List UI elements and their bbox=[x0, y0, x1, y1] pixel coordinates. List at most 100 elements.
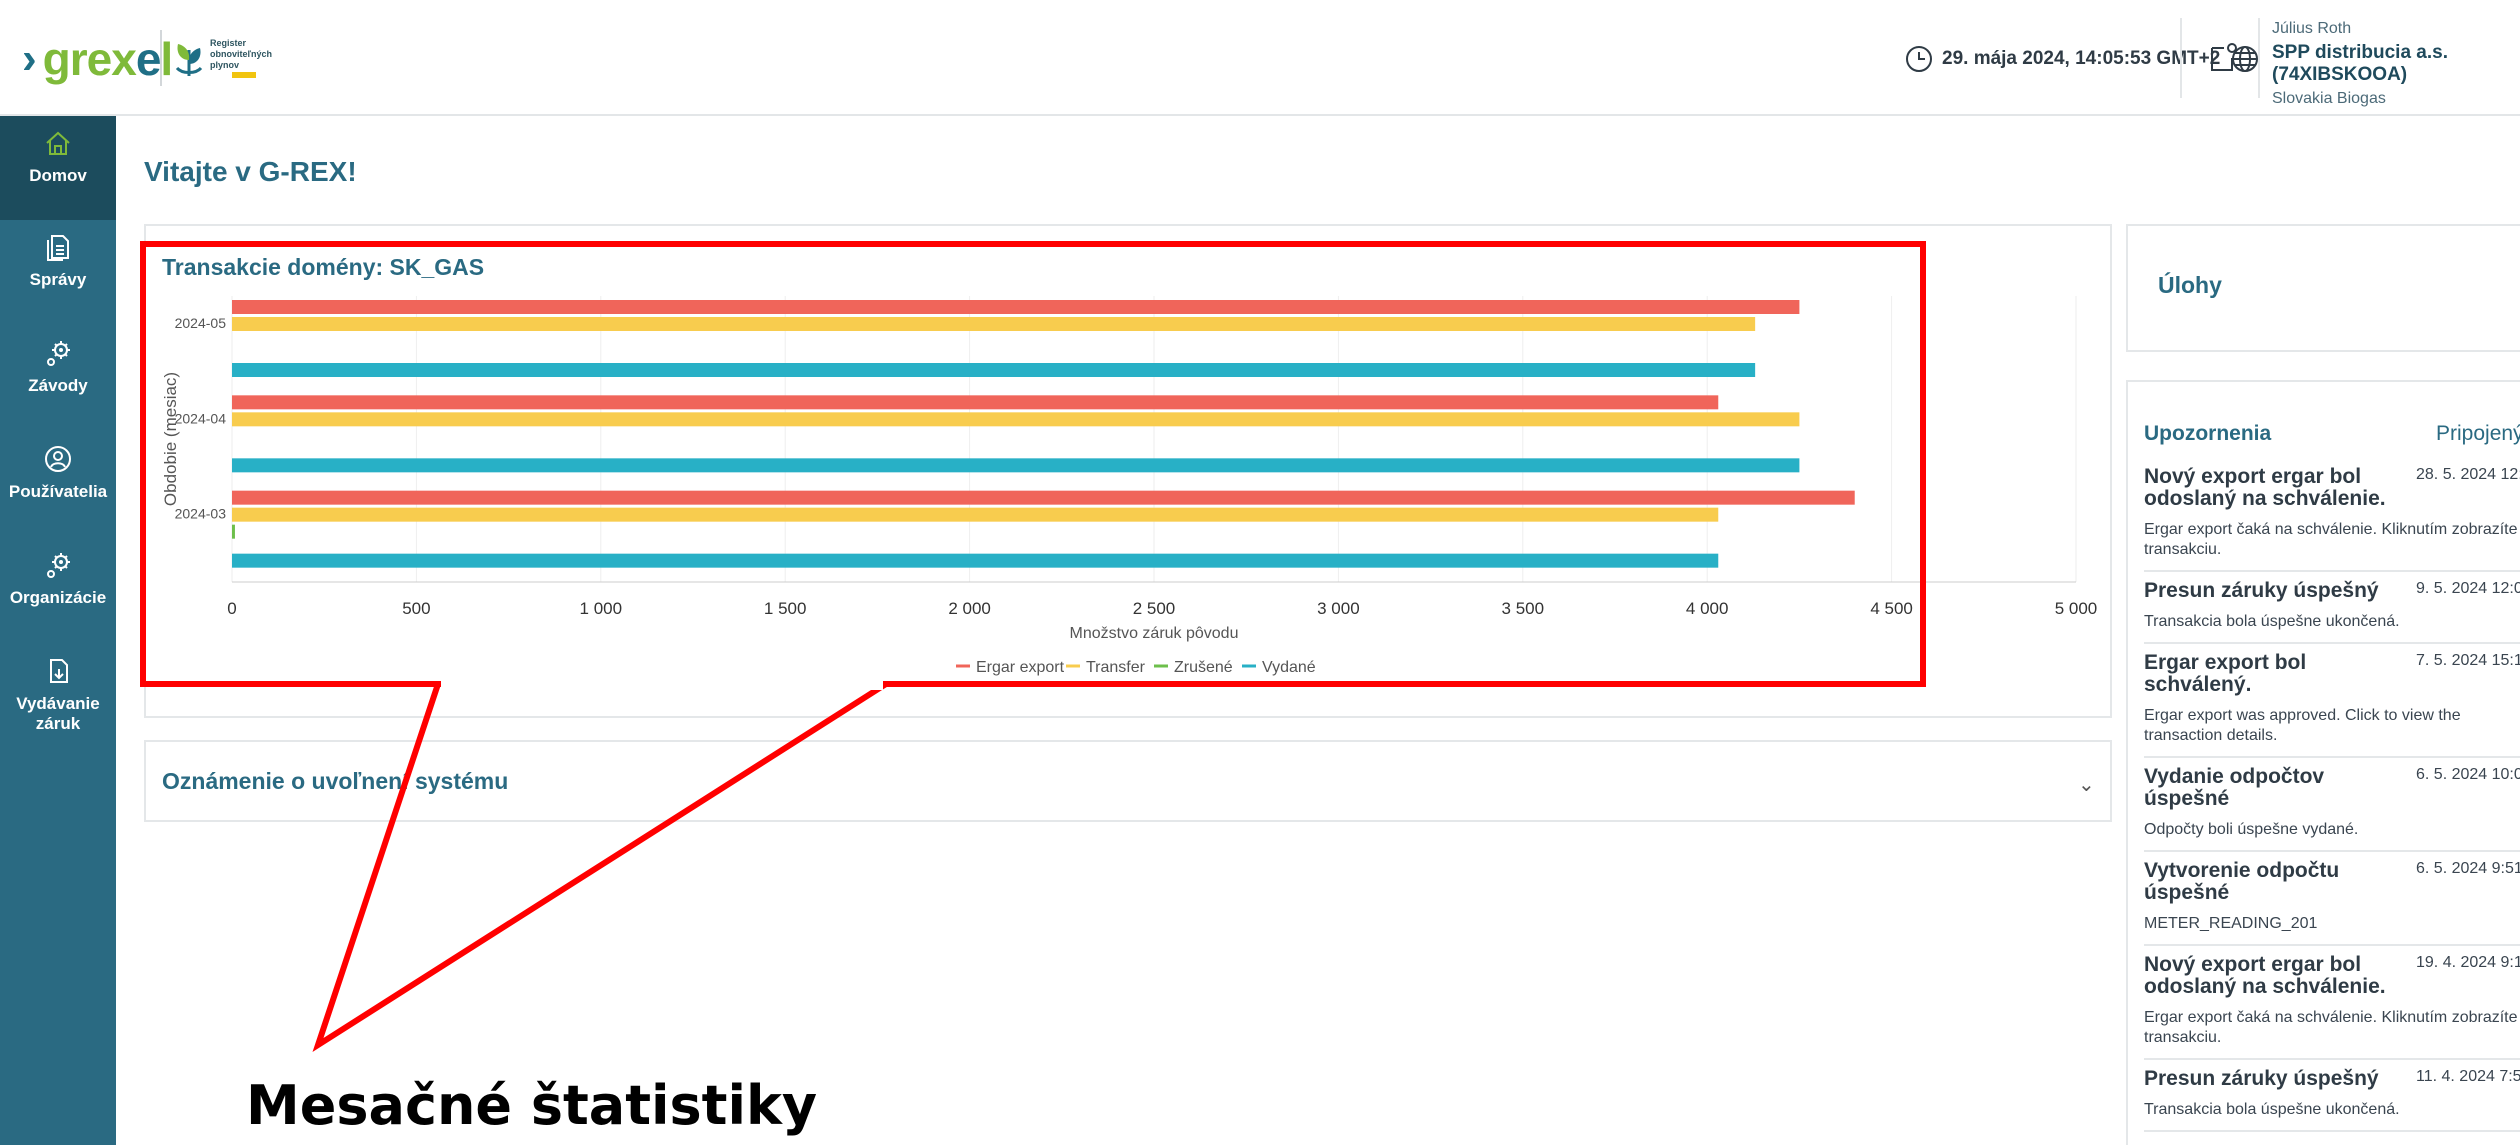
notifications-list: Nový export ergar bol odoslaný na schvál… bbox=[2144, 458, 2520, 1132]
sidebar-item-spravy[interactable]: Správy bbox=[0, 232, 116, 322]
notification-date: 6. 5. 2024 10:04 bbox=[2416, 766, 2520, 783]
gears-icon bbox=[47, 553, 70, 578]
notification-item[interactable]: Presun záruky úspešný 9. 5. 2024 12:03 T… bbox=[2144, 572, 2520, 644]
sidebar-item-organizacie[interactable]: Organizácie bbox=[0, 550, 116, 640]
sidebar-item-label: Správy bbox=[29, 270, 87, 289]
grexel-logo[interactable]: › grexel bbox=[22, 34, 173, 84]
chart-panel: Transakcie domény: SK_GAS 0 500 1 000 1 500… bbox=[144, 224, 2112, 718]
sidebar-item-domov[interactable]: Domov bbox=[0, 116, 116, 220]
header-divider bbox=[2258, 18, 2260, 98]
bar bbox=[232, 363, 1756, 377]
notifications-title: Upozornenia bbox=[2144, 422, 2272, 445]
datetime-area: 29. mája 2024, 14:05:53 GMT+2 bbox=[1904, 42, 2260, 76]
sidebar-item-label: Závody bbox=[28, 376, 88, 395]
register-text: Register obnoviteľných plynov bbox=[210, 38, 272, 70]
notification-body: Odpočty boli úspešne vydané. bbox=[2144, 821, 2359, 838]
notification-item[interactable]: Presun záruky úspešný 11. 4. 2024 7:55 T… bbox=[2144, 1060, 2520, 1132]
notification-body: Ergar export čaká na schválenie. Kliknut… bbox=[2144, 521, 2518, 558]
sidebar-item-vydavanie-zaruk[interactable]: Vydávanie záruk bbox=[0, 656, 116, 766]
current-datetime: 29. mája 2024, 14:05:53 GMT+2 bbox=[1942, 48, 2221, 69]
logo-divider bbox=[160, 30, 162, 86]
gears-icon bbox=[47, 341, 70, 366]
notification-body: Ergar export was approved. Click to view… bbox=[2144, 707, 2461, 744]
issue-icon bbox=[50, 659, 68, 683]
notification-item[interactable]: Nový export ergar bol odoslaný na schvál… bbox=[2144, 458, 2520, 572]
leaf-icon bbox=[175, 44, 203, 76]
sidebar-item-label: Používatelia bbox=[8, 482, 108, 501]
notification-title: Vydanie odpočtov úspešné bbox=[2144, 765, 2325, 810]
notification-body: Ergar export čaká na schválenie. Kliknut… bbox=[2144, 1009, 2518, 1046]
x-tick-label: 0 bbox=[227, 599, 236, 618]
sidebar-item-label: Organizácie bbox=[9, 588, 107, 607]
notification-date: 9. 5. 2024 12:03 bbox=[2416, 580, 2520, 597]
sidebar: Domov Správy Závody Používatelia bbox=[0, 116, 116, 1145]
export-icon[interactable] bbox=[2208, 40, 2238, 74]
accordion-title: Oznámenie o uvoľnení systému bbox=[162, 768, 509, 794]
bar bbox=[232, 553, 1719, 568]
user-icon bbox=[45, 446, 71, 472]
x-tick-label: 500 bbox=[402, 599, 430, 618]
legend-label: Transfer bbox=[1086, 659, 1146, 676]
notification-title: Nový export ergar bol odoslaný na schvál… bbox=[2144, 465, 2386, 510]
notification-item[interactable]: Vytvorenie odpočtu úspešné 6. 5. 2024 9:… bbox=[2144, 852, 2520, 946]
sidebar-item-label: Vydávanie záruk bbox=[16, 694, 100, 733]
notification-date: 6. 5. 2024 9:51 bbox=[2416, 860, 2520, 877]
user-organization: SPP distribucia a.s. (74XIBSKOOA) bbox=[2272, 42, 2449, 85]
notification-body: Transakcia bola úspešne ukončená. bbox=[2144, 1101, 2400, 1118]
register-bar bbox=[232, 72, 256, 78]
notification-title: Nový export ergar bol odoslaný na schvál… bbox=[2144, 953, 2386, 998]
x-tick-label: 1 000 bbox=[580, 599, 623, 618]
x-tick-label: 1 500 bbox=[764, 599, 807, 618]
sidebar-item-label: Domov bbox=[29, 166, 87, 185]
bar bbox=[232, 395, 1719, 410]
sidebar-item-pouzivatelia[interactable]: Používatelia bbox=[0, 444, 116, 534]
notification-item[interactable]: Ergar export bol schválený. 7. 5. 2024 1… bbox=[2144, 644, 2520, 758]
bar bbox=[232, 317, 1756, 331]
legend-label: Zrušené bbox=[1174, 659, 1233, 676]
user-menu[interactable]: Július Roth SPP distribucia a.s. (74XIBS… bbox=[2272, 20, 2520, 108]
notification-title: Presun záruky úspešný bbox=[2144, 579, 2379, 602]
transactions-chart: 0 500 1 000 1 500 2 000 2 500 3 000 3 500 4 000 4… bbox=[161, 296, 2098, 676]
x-tick-label: 4 500 bbox=[1870, 599, 1913, 618]
globe-icon[interactable] bbox=[2230, 44, 2260, 74]
bar bbox=[232, 300, 1800, 314]
notification-date: 11. 4. 2024 7:55 bbox=[2416, 1068, 2520, 1085]
user-name: Július Roth bbox=[2272, 20, 2352, 37]
bar bbox=[232, 524, 235, 539]
page-title: Vitajte v G-REX! bbox=[144, 156, 357, 187]
x-axis-label: Množstvo záruk pôvodu bbox=[1070, 625, 1239, 642]
bar bbox=[232, 458, 1800, 473]
x-tick-label: 2 000 bbox=[948, 599, 991, 618]
y-axis-label: Obdobie (mesiac) bbox=[161, 372, 180, 506]
clock-icon bbox=[1906, 46, 1932, 72]
chevron-down-icon[interactable]: ⌄ bbox=[2078, 774, 2095, 796]
legend-label: Ergar export bbox=[976, 659, 1065, 676]
logo-chevron-icon: › bbox=[22, 34, 37, 83]
bar bbox=[232, 490, 1855, 505]
callout-pointer bbox=[312, 681, 888, 1053]
header-divider bbox=[2180, 18, 2182, 98]
x-tick-label: 5 000 bbox=[2055, 599, 2098, 618]
y-tick-label: 2024-04 bbox=[175, 410, 227, 426]
release-notes-accordion[interactable]: Oznámenie o uvoľnení systému ⌄ bbox=[144, 740, 2112, 822]
notification-item[interactable]: Nový export ergar bol odoslaný na schvál… bbox=[2144, 946, 2520, 1060]
annotation-caption: Mesačné štatistiky bbox=[246, 1074, 818, 1137]
notification-body: Transakcia bola úspešne ukončená. bbox=[2144, 613, 2400, 630]
notification-title: Ergar export bol schválený. bbox=[2144, 651, 2307, 696]
bar bbox=[232, 507, 1719, 522]
connection-status: Pripojený bbox=[2436, 422, 2520, 445]
notifications-panel: Upozornenia Pripojený Nový export ergar … bbox=[2126, 380, 2520, 1145]
y-tick-label: 2024-05 bbox=[175, 315, 227, 331]
notification-title: Presun záruky úspešný bbox=[2144, 1067, 2379, 1090]
x-tick-label: 3 000 bbox=[1317, 599, 1360, 618]
notification-date: 7. 5. 2024 15:13 bbox=[2416, 652, 2520, 669]
notification-item[interactable]: Vydanie odpočtov úspešné 6. 5. 2024 10:0… bbox=[2144, 758, 2520, 852]
notification-body: METER_READING_201 bbox=[2144, 915, 2318, 932]
notification-date: 19. 4. 2024 9:18 bbox=[2416, 954, 2520, 971]
home-icon bbox=[46, 131, 70, 155]
x-tick-label: 2 500 bbox=[1133, 599, 1176, 618]
x-tick-label: 3 500 bbox=[1502, 599, 1545, 618]
sidebar-item-zavody[interactable]: Závody bbox=[0, 338, 116, 428]
y-tick-label: 2024-03 bbox=[175, 506, 227, 522]
top-header: › grexel Register obnoviteľných plynov 2… bbox=[0, 0, 2520, 116]
